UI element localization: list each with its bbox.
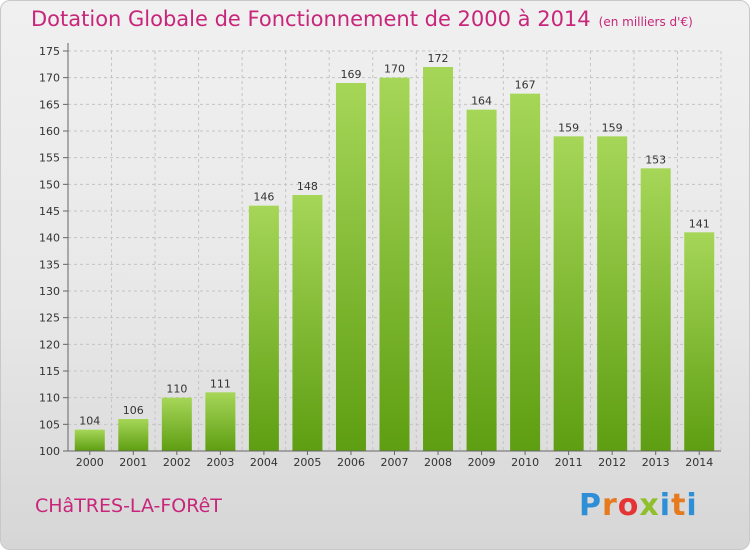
y-tick-label: 115	[39, 365, 60, 378]
y-tick-label: 165	[39, 98, 60, 111]
logo-letter: r	[602, 488, 618, 523]
data-label: 106	[123, 404, 144, 417]
data-label: 111	[210, 377, 231, 390]
data-label: 164	[471, 95, 492, 108]
y-tick-label: 160	[39, 125, 60, 138]
data-label: 170	[384, 63, 405, 76]
bar	[510, 93, 541, 452]
x-tick-label: 2004	[250, 456, 278, 469]
x-tick-label: 2013	[642, 456, 670, 469]
bar	[640, 168, 671, 452]
y-tick-label: 125	[39, 312, 60, 325]
bar	[466, 109, 497, 452]
bar	[553, 136, 584, 452]
x-tick-label: 2002	[163, 456, 191, 469]
bar	[292, 195, 323, 451]
x-tick-label: 2011	[555, 456, 583, 469]
logo-letter: P	[579, 488, 602, 523]
data-label: 172	[428, 52, 449, 65]
data-label: 104	[79, 415, 100, 428]
logo-letter: o	[617, 488, 640, 523]
data-label: 159	[602, 121, 623, 134]
y-tick-label: 105	[39, 418, 60, 431]
y-tick-label: 140	[39, 232, 60, 245]
bar	[423, 67, 454, 451]
bar	[74, 429, 105, 451]
data-label: 148	[297, 180, 318, 193]
x-tick-label: 2007	[381, 456, 409, 469]
bar	[161, 397, 192, 451]
bar	[205, 392, 236, 451]
x-tick-label: 2009	[468, 456, 496, 469]
proxiti-logo: Proxiti	[579, 488, 698, 523]
y-tick-label: 145	[39, 205, 60, 218]
x-tick-label: 2008	[424, 456, 452, 469]
data-label: 169	[340, 68, 361, 81]
x-tick-label: 2010	[511, 456, 539, 469]
y-tick-label: 110	[39, 392, 60, 405]
bar	[379, 77, 410, 452]
y-tick-label: 100	[39, 445, 60, 458]
chart-title-text: Dotation Globale de Fonctionnement de 20…	[31, 7, 591, 31]
bar	[118, 419, 149, 451]
data-label: 159	[558, 121, 579, 134]
bar	[597, 136, 628, 452]
x-tick-label: 2012	[598, 456, 626, 469]
logo-letter: x	[639, 488, 660, 523]
y-tick-label: 155	[39, 152, 60, 165]
axes: 100 105 110 115 120 125 130 135 140 145 150 155 160 1…	[39, 43, 721, 469]
x-tick-label: 2014	[685, 456, 713, 469]
logo-letter: i	[659, 488, 672, 523]
x-tick-label: 2006	[337, 456, 365, 469]
logo-letter: t	[671, 488, 687, 523]
x-tick-label: 2001	[119, 456, 147, 469]
data-label: 146	[253, 191, 274, 204]
x-tick-label: 2005	[293, 456, 321, 469]
data-label: 141	[689, 217, 710, 230]
x-tick-label: 2003	[206, 456, 234, 469]
y-tick-label: 130	[39, 285, 60, 298]
data-label: 167	[515, 79, 536, 92]
chart-unit-label: (en milliers d'€)	[598, 15, 693, 29]
bar	[684, 232, 715, 451]
commune-name: CHâTRES-LA-FORêT	[35, 495, 222, 517]
chart-title: Dotation Globale de Fonctionnement de 20…	[31, 7, 693, 31]
x-tick-label: 2000	[76, 456, 104, 469]
y-tick-label: 150	[39, 178, 60, 191]
bar	[335, 83, 366, 451]
y-tick-label: 175	[39, 45, 60, 58]
data-label: 153	[645, 153, 666, 166]
logo-letter: i	[686, 488, 698, 523]
y-tick-label: 120	[39, 338, 60, 351]
bars: 104 106 110 111 146 148 169 170 172 164 167 159 159 1…	[74, 52, 715, 452]
data-label: 110	[166, 383, 187, 396]
y-tick-label: 135	[39, 258, 60, 271]
bar	[248, 205, 279, 451]
y-tick-label: 170	[39, 72, 60, 85]
